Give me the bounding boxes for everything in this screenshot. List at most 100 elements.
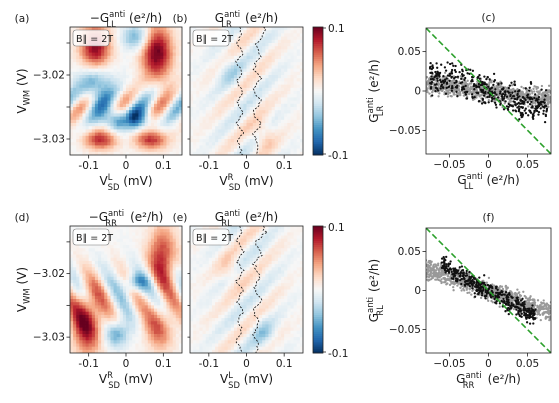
- heatmap-cell: [166, 116, 170, 121]
- heatmap-cell: [110, 94, 114, 98]
- heatmap-cell: [88, 59, 93, 63]
- heatmap-cell: [150, 151, 155, 155]
- heatmap-cell: [73, 84, 77, 89]
- heatmap-cell: [79, 248, 83, 252]
- heatmap-cell: [175, 36, 180, 41]
- heatmap-cell: [205, 119, 210, 124]
- heatmap-cell: [190, 119, 194, 124]
- scatter-point: [451, 62, 454, 65]
- heatmap-cell: [243, 81, 247, 85]
- heatmap-cell: [175, 65, 180, 69]
- heatmap-cell: [299, 49, 303, 53]
- heatmap-cell: [252, 94, 257, 98]
- heatmap-cell: [277, 129, 282, 133]
- scatter-point: [475, 85, 478, 89]
- heatmap-cell: [175, 75, 180, 79]
- heatmap-cell: [287, 100, 291, 105]
- heatmap-cell: [154, 91, 158, 95]
- heatmap-cell: [147, 126, 152, 130]
- heatmap-cell: [126, 151, 130, 155]
- heatmap-cell: [211, 113, 216, 117]
- heatmap-cell: [299, 30, 303, 34]
- heatmap-cell: [265, 123, 269, 127]
- heatmap-cell: [268, 145, 273, 149]
- heatmap-cell: [132, 78, 136, 82]
- heatmap-cell: [175, 254, 180, 259]
- heatmap-cell: [221, 55, 225, 60]
- heatmap-cell: [299, 123, 303, 127]
- heatmap-cell: [113, 59, 118, 63]
- heatmap-cell: [160, 241, 164, 246]
- heatmap-cell: [98, 148, 102, 153]
- heatmap-cell: [150, 270, 155, 275]
- heatmap-cell: [88, 267, 93, 271]
- heatmap-cell: [73, 254, 77, 259]
- heatmap-cell: [107, 43, 111, 47]
- heatmap-cell: [160, 260, 164, 265]
- heatmap-cell: [271, 33, 276, 37]
- heatmap-cell: [82, 264, 86, 268]
- heatmap-cell: [268, 39, 273, 44]
- heatmap-cell: [154, 100, 158, 105]
- heatmap-cell: [82, 103, 86, 108]
- heatmap-cell: [215, 145, 219, 149]
- heatmap-cell: [126, 113, 130, 117]
- heatmap-cell: [70, 270, 74, 275]
- heatmap-cell: [196, 94, 200, 98]
- heatmap-cell: [104, 78, 108, 82]
- heatmap-cell: [284, 55, 288, 60]
- heatmap-cell: [293, 129, 298, 133]
- heatmap-cell: [113, 273, 118, 278]
- heatmap-cell: [129, 113, 133, 117]
- heatmap-cell: [76, 119, 80, 124]
- heatmap-cell: [178, 59, 182, 63]
- heatmap-cell: [175, 49, 180, 53]
- heatmap-cell: [129, 107, 133, 111]
- scatter-point: [524, 107, 527, 110]
- heatmap-cell: [169, 71, 174, 76]
- heatmap-cell: [91, 84, 96, 89]
- heatmap-cell: [79, 267, 83, 271]
- scatter-point: [535, 109, 539, 113]
- scatter-point: [429, 61, 432, 65]
- heatmap-cell: [175, 94, 180, 98]
- heatmap-cell: [160, 75, 164, 79]
- heatmap-cell: [290, 123, 294, 127]
- scatter-point: [426, 88, 429, 92]
- heatmap-cell: [126, 257, 130, 262]
- heatmap-cell: [293, 116, 298, 121]
- heatmap-cell: [271, 27, 276, 31]
- heatmap-cell: [76, 273, 80, 278]
- heatmap-cell: [205, 78, 210, 82]
- heatmap-cell: [88, 55, 93, 60]
- heatmap-cell: [154, 241, 158, 246]
- heatmap-cell: [70, 260, 74, 265]
- heatmap-cell: [116, 279, 121, 284]
- heatmap-cell: [141, 279, 146, 284]
- heatmap-cell: [113, 87, 118, 92]
- heatmap-cell: [246, 33, 251, 37]
- heatmap-cell: [268, 116, 273, 121]
- heatmap-cell: [202, 52, 207, 57]
- heatmap-cell: [208, 148, 213, 153]
- heatmap-cell: [76, 94, 80, 98]
- heatmap-cell: [147, 55, 152, 60]
- heatmap-cell: [290, 39, 294, 44]
- heatmap-cell: [169, 43, 174, 47]
- heatmap-cell: [296, 123, 301, 127]
- heatmap-cell: [157, 264, 161, 268]
- heatmap-cell: [157, 116, 161, 121]
- heatmap-cell: [277, 33, 282, 37]
- heatmap-cell: [91, 103, 96, 108]
- heatmap-cell: [237, 123, 241, 127]
- heatmap-cell: [271, 52, 276, 57]
- heatmap-cell: [202, 81, 207, 85]
- heatmap-cell: [221, 78, 225, 82]
- heatmap-cell: [104, 142, 108, 146]
- heatmap-cell: [85, 129, 90, 133]
- heatmap-cell: [79, 123, 83, 127]
- heatmap-cell: [104, 68, 108, 73]
- heatmap-cell: [150, 49, 155, 53]
- heatmap-cell: [268, 97, 273, 101]
- heatmap-cell: [76, 226, 80, 230]
